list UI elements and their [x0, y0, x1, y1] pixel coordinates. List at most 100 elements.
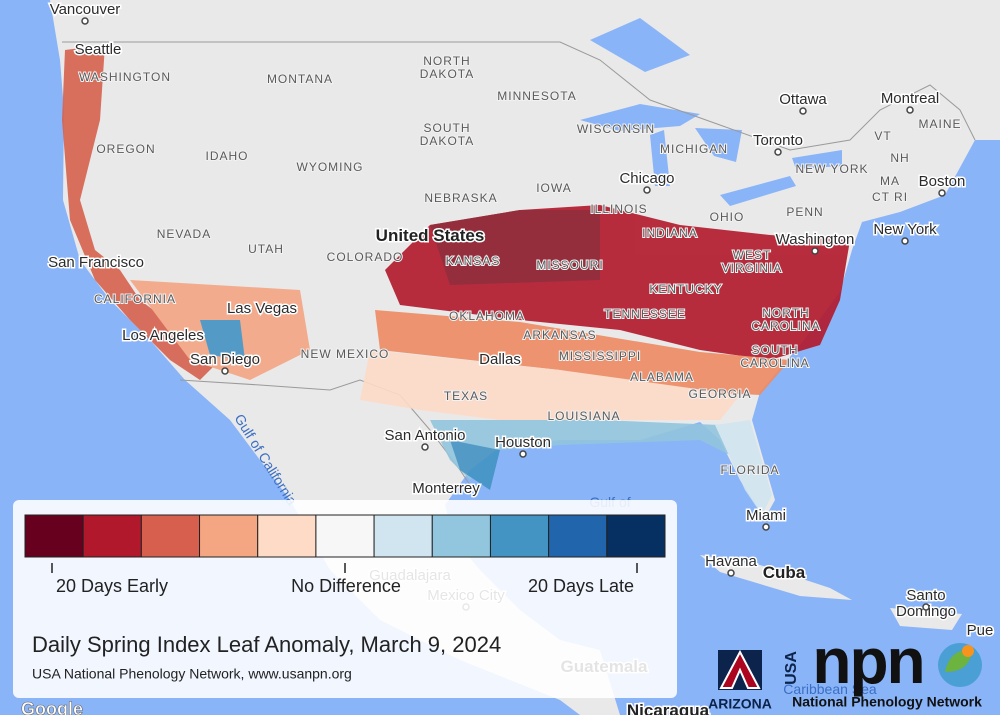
- legend-label: No Difference: [291, 576, 401, 596]
- label-line: SOUTH: [424, 121, 471, 135]
- label-line: MICHIGAN: [660, 142, 728, 156]
- label-line: IDAHO: [205, 149, 248, 163]
- legend-swatch: [24, 514, 84, 558]
- state-label: MA: [880, 174, 900, 188]
- city-label: Chicago: [619, 170, 674, 187]
- city-label: San Francisco: [48, 254, 144, 271]
- logo-text: npn: [812, 625, 923, 697]
- label-line: MISSOURI: [536, 258, 603, 272]
- state-label: SOUTH CAROLINA: [740, 343, 809, 370]
- label-line: Toronto: [753, 132, 803, 149]
- logo-shape: [962, 645, 974, 657]
- city-marker: [922, 603, 930, 611]
- city-label: Vancouver: [50, 1, 121, 18]
- state-label: MINNESOTA: [497, 89, 576, 103]
- state-label: ALABAMA: [630, 370, 694, 384]
- city-label: Las Vegas: [227, 300, 297, 317]
- label-line: OHIO: [710, 210, 745, 224]
- city-label: Washington: [776, 231, 855, 248]
- city-marker: [421, 443, 429, 451]
- state-label: OHIO: [710, 210, 745, 224]
- label-line: GEORGIA: [688, 387, 751, 401]
- logo-text: National Phenology Network: [792, 694, 982, 710]
- legend-swatch: [315, 514, 375, 558]
- label-line: ARKANSAS: [523, 328, 596, 342]
- legend-swatch: [199, 514, 259, 558]
- label-line: Santo: [906, 587, 945, 604]
- state-label: VT: [874, 129, 891, 143]
- state-label: INDIANA: [642, 226, 698, 240]
- label-line: KENTUCKY: [649, 282, 722, 296]
- state-label: PENN: [786, 205, 823, 219]
- city-marker: [643, 186, 651, 194]
- anomaly-area: [360, 350, 740, 420]
- label-line: Havana: [705, 553, 757, 570]
- map-title: Daily Spring Index Leaf Anomaly, March 9…: [32, 632, 501, 657]
- city-marker: [727, 569, 735, 577]
- state-label: ARKANSAS: [523, 328, 596, 342]
- city-label: Pue: [967, 622, 994, 639]
- legend-swatch: [548, 514, 608, 558]
- city-label: Havana: [705, 553, 757, 570]
- hudson-bay: [590, 18, 690, 72]
- state-label: KENTUCKY: [649, 282, 722, 296]
- state-label: WISCONSIN: [577, 122, 655, 136]
- label-line: ILLINOIS: [590, 202, 647, 216]
- state-label: CT RI: [872, 190, 908, 204]
- state-label: MISSOURI: [536, 258, 603, 272]
- label-line: Vancouver: [50, 1, 121, 18]
- state-label: ILLINOIS: [590, 202, 647, 216]
- npn-leaf-logo: [938, 643, 982, 687]
- label-line: Cuba: [763, 563, 806, 582]
- label-line: Domingo: [896, 603, 956, 620]
- anomaly-area: [62, 45, 220, 380]
- state-label: MICHIGAN: [660, 142, 728, 156]
- label-line: LOUISIANA: [547, 409, 620, 423]
- label-line: New York: [873, 221, 937, 238]
- state-label: NH: [890, 151, 909, 165]
- logo-text: USA: [783, 651, 800, 685]
- legend-label: 20 Days Early: [56, 576, 168, 596]
- label-line: VIRGINIA: [722, 261, 783, 275]
- anomaly-area: [375, 310, 790, 395]
- label-line: Chicago: [619, 170, 674, 187]
- city-marker: [774, 148, 782, 156]
- label-line: WEST: [733, 248, 772, 262]
- state-label: KANSAS: [446, 254, 501, 268]
- city-label: Boston: [919, 173, 966, 190]
- anomaly-area: [200, 320, 245, 360]
- label-line: MA: [880, 174, 900, 188]
- legend-label: 20 Days Late: [528, 576, 634, 596]
- label-line: DAKOTA: [420, 67, 474, 81]
- legend-scale: [24, 514, 666, 558]
- label-line: OKLAHOMA: [449, 309, 525, 323]
- state-label: WYOMING: [297, 160, 364, 174]
- state-label: TENNESSEE: [604, 307, 686, 321]
- city-label: Monterrey: [412, 480, 480, 497]
- label-line: Montreal: [881, 90, 939, 107]
- state-label: NEW YORK: [795, 162, 868, 176]
- label-line: OREGON: [96, 142, 155, 156]
- lake-huron: [695, 128, 742, 162]
- label-line: NORTH: [423, 54, 470, 68]
- city-label: Toronto: [753, 132, 803, 149]
- label-line: COLORADO: [327, 250, 404, 264]
- state-label: NEVADA: [157, 227, 211, 241]
- state-label: OREGON: [96, 142, 155, 156]
- label-line: TENNESSEE: [604, 307, 686, 321]
- city-marker: [906, 106, 914, 114]
- label-line: ALABAMA: [630, 370, 694, 384]
- legend-swatch: [373, 514, 433, 558]
- label-line: Miami: [746, 507, 786, 524]
- lake-superior: [580, 104, 700, 131]
- state-label: LOUISIANA: [547, 409, 620, 423]
- city-label: San Diego: [190, 351, 260, 368]
- city-label: San Antonio: [385, 427, 466, 444]
- state-label: COLORADO: [327, 250, 404, 264]
- label-line: WISCONSIN: [577, 122, 655, 136]
- label-line: Los Angeles: [122, 327, 204, 344]
- label-line: CAROLINA: [740, 356, 809, 370]
- hispaniola: [890, 608, 962, 630]
- label-line: MAINE: [918, 117, 961, 131]
- label-line: NEVADA: [157, 227, 211, 241]
